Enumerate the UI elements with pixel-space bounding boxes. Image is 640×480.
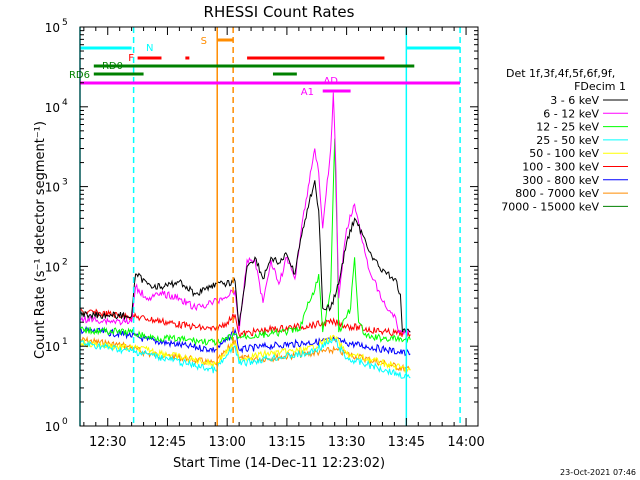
series-line (79, 92, 411, 336)
flag-label: A1 (301, 87, 314, 98)
y-tick-label-exponent: 1 (62, 337, 68, 347)
flag-label: RD0 (102, 61, 123, 72)
x-tick-label: 13:45 (388, 435, 425, 450)
plot-timestamp: 23-Oct-2021 07:46 (560, 468, 636, 477)
flag-label: F (128, 53, 134, 64)
x-tick-label: 12:30 (89, 435, 126, 450)
y-tick-label: 10 (45, 181, 60, 195)
y-tick-label: 10 (45, 340, 60, 354)
x-tick-label: 13:00 (208, 435, 245, 450)
legend-header: Det 1f,3f,4f,5f,6f,9f, (506, 67, 615, 80)
x-tick-label: 13:30 (328, 435, 365, 450)
flag-label: S (201, 36, 207, 47)
y-tick-label: 10 (45, 21, 60, 35)
legend: Det 1f,3f,4f,5f,6f,9f,FDecim 13 - 6 keV6… (501, 67, 628, 213)
y-tick-label: 10 (45, 260, 60, 274)
legend-entry-label: 12 - 25 keV (536, 121, 599, 134)
y-axis-label: Count Rate (s⁻¹ detector segment⁻¹) (33, 121, 48, 359)
y-tick-label-exponent: 0 (62, 417, 68, 427)
series-line (79, 334, 411, 374)
flag-label: AD (323, 76, 338, 87)
legend-entry-label: 50 - 100 keV (529, 147, 599, 160)
y-tick-label-exponent: 4 (62, 98, 68, 108)
legend-entry-label: 800 - 7000 keV (515, 187, 599, 200)
x-tick-label: 12:45 (149, 435, 186, 450)
plot-data (79, 92, 411, 379)
x-axis: 12:30 12:45 13:00 13:15 13:30 13:45 14:00 (83, 27, 485, 450)
flag-label: RD6 (69, 70, 90, 81)
legend-entry-label: 300 - 800 keV (522, 174, 599, 187)
series-line (80, 335, 411, 372)
legend-entry-label: 3 - 6 keV (550, 94, 599, 107)
series-line (79, 138, 411, 347)
flag-bars: N S F RD0 RD6 AD A1 (69, 36, 461, 98)
x-tick-label: 13:15 (268, 435, 305, 450)
x-axis-label: Start Time (14-Dec-11 12:23:02) (173, 456, 385, 471)
legend-header: FDecim 1 (574, 80, 626, 93)
plot-frame (79, 26, 479, 427)
y-tick-label-exponent: 3 (62, 178, 68, 188)
series-line (79, 180, 411, 334)
legend-entry-label: 100 - 300 keV (522, 161, 599, 174)
legend-entry-label: 6 - 12 keV (543, 107, 599, 120)
y-tick-label: 10 (45, 420, 60, 434)
y-tick-label-exponent: 5 (62, 18, 68, 28)
x-tick-label: 14:00 (447, 435, 484, 450)
y-tick-label: 10 (45, 101, 60, 115)
chart-title: RHESSI Count Rates (204, 3, 355, 21)
flag-label: N (146, 43, 153, 54)
legend-entry-label: 25 - 50 keV (536, 134, 599, 147)
legend-entry-label: 7000 - 15000 keV (501, 200, 599, 213)
y-tick-label-exponent: 2 (62, 257, 68, 267)
